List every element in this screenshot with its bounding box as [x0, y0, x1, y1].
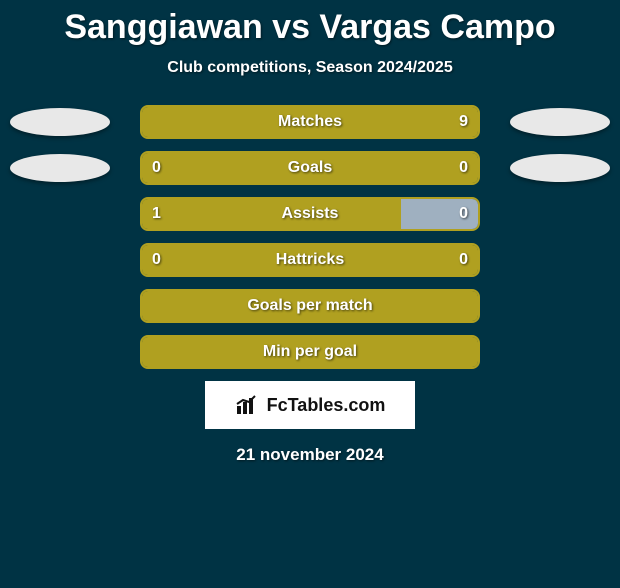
stat-bar-track: [140, 105, 480, 139]
stat-value-right: 0: [459, 151, 468, 185]
stat-bar-left: [142, 245, 478, 275]
stat-bar-track: [140, 197, 480, 231]
stat-bar-track: [140, 243, 480, 277]
stats-rows: Matches9Goals00Assists10Hattricks00Goals…: [0, 105, 620, 369]
player1-logo-placeholder: [10, 154, 110, 182]
date-text: 21 november 2024: [0, 445, 620, 465]
stat-row: Matches9: [0, 105, 620, 139]
stat-value-left: 0: [152, 243, 161, 277]
stat-bar-left: [142, 337, 478, 367]
stat-bar-left: [142, 153, 478, 183]
page-subtitle: Club competitions, Season 2024/2025: [0, 59, 620, 77]
stat-bar-left: [142, 107, 478, 137]
stat-bar-track: [140, 151, 480, 185]
stat-bar-track: [140, 335, 480, 369]
player2-logo-placeholder: [510, 154, 610, 182]
stat-bar-track: [140, 289, 480, 323]
stat-row: Assists10: [0, 197, 620, 231]
brand-chart-icon: [235, 392, 261, 418]
stat-value-right: 0: [459, 197, 468, 231]
page-title: Sanggiawan vs Vargas Campo: [0, 8, 620, 47]
stat-value-left: 0: [152, 151, 161, 185]
stat-value-left: 1: [152, 197, 161, 231]
stat-row: Goals00: [0, 151, 620, 185]
stat-row: Hattricks00: [0, 243, 620, 277]
player1-logo-placeholder: [10, 108, 110, 136]
stat-row: Min per goal: [0, 335, 620, 369]
stat-value-right: 0: [459, 243, 468, 277]
stat-bar-left: [142, 199, 401, 229]
player2-logo-placeholder: [510, 108, 610, 136]
stat-bar-left: [142, 291, 478, 321]
stat-value-right: 9: [459, 105, 468, 139]
brand-badge: FcTables.com: [205, 381, 415, 429]
brand-text: FcTables.com: [267, 395, 386, 416]
stat-row: Goals per match: [0, 289, 620, 323]
